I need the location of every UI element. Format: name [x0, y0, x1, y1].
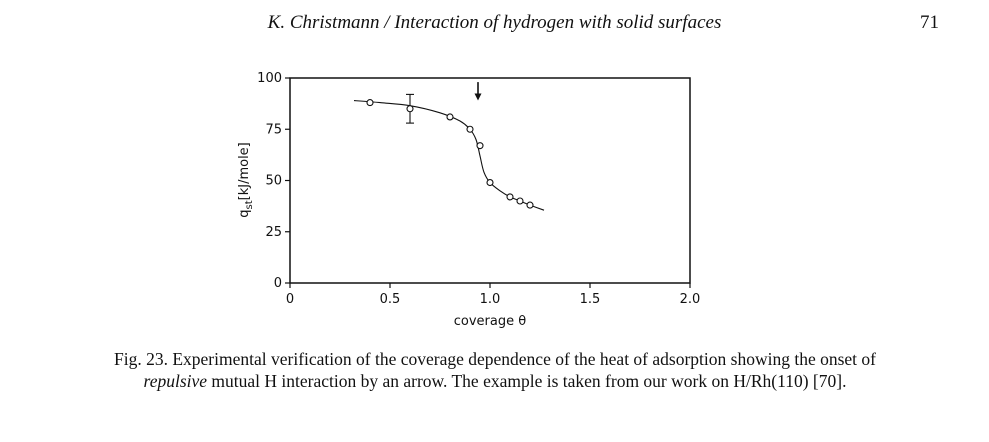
running-title: K. Christmann / Interaction of hydrogen …: [267, 12, 722, 33]
x-axis-ticks: 0 0.5 1.0 1.5 2.0: [286, 283, 700, 307]
x-tick-label: 0.5: [380, 292, 401, 307]
y-tick-label: 75: [265, 122, 282, 137]
x-tick-label: 0: [286, 292, 294, 307]
caption-part-1: Fig. 23. Experimental verification of th…: [114, 349, 876, 369]
running-head: K. Christmann / Interaction of hydrogen …: [0, 8, 989, 38]
data-point: [486, 179, 494, 187]
arrow-head: [474, 93, 482, 101]
figure-caption: Fig. 23. Experimental verification of th…: [90, 348, 900, 392]
data-point: [526, 201, 534, 209]
y-axis-label-symbol: q: [237, 210, 252, 218]
data-point: [476, 142, 484, 150]
data-point: [406, 105, 414, 113]
y-tick-label: 100: [257, 71, 282, 86]
chart: 0 0.5 1.0 1.5 2.0 0 25 50 75 100 coverage θ qst[…: [237, 71, 700, 329]
x-tick-label: 2.0: [680, 292, 701, 307]
y-axis-label-unit: [kJ/mole]: [237, 142, 252, 200]
y-tick-label: 0: [274, 276, 282, 291]
x-tick-label: 1.5: [580, 292, 601, 307]
caption-part-2: mutual H interaction by an arrow. The ex…: [207, 371, 847, 391]
data-points: [366, 99, 534, 209]
y-tick-label: 50: [265, 174, 282, 189]
x-tick-label: 1.0: [480, 292, 501, 307]
y-tick-label: 25: [265, 225, 282, 240]
data-point: [506, 193, 514, 201]
data-point: [516, 197, 524, 205]
onset-arrow: [474, 82, 482, 101]
data-point: [446, 113, 454, 121]
y-axis-label-subscript: st: [244, 200, 255, 209]
x-axis-label: coverage θ: [454, 314, 526, 329]
page-number: 71: [920, 12, 939, 33]
y-axis-ticks: 0 25 50 75 100: [257, 71, 290, 291]
data-point: [466, 125, 474, 133]
data-point: [366, 99, 374, 107]
y-axis-label: qst[kJ/mole]: [237, 142, 255, 218]
caption-emphasis: repulsive: [143, 371, 208, 391]
